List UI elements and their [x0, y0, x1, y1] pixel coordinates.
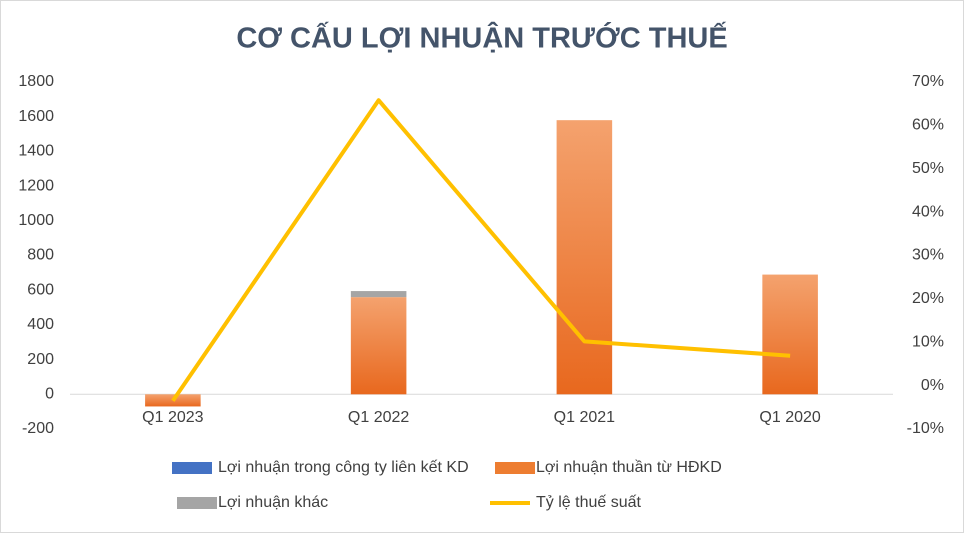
- x-tick-label: Q1 2023: [142, 409, 203, 426]
- y-tick-label: -200: [22, 420, 54, 437]
- bar: [350, 297, 407, 395]
- y-tick-label: 200: [27, 351, 54, 368]
- y-tick-label: 1400: [18, 143, 54, 160]
- y-tick-label: 1800: [18, 73, 54, 90]
- chart-title: CƠ CẤU LỢI NHUẬN TRƯỚC THUẾ: [236, 21, 727, 55]
- y2-tick-label: -10%: [907, 420, 944, 437]
- legend-label: Tỷ lệ thuế suất: [536, 494, 642, 511]
- y-tick-label: 600: [27, 281, 54, 298]
- y-tick-label: 400: [27, 316, 54, 333]
- y-tick-label: 0: [45, 386, 54, 403]
- x-tick-label: Q1 2020: [759, 409, 820, 426]
- legend-label: Lợi nhuận trong công ty liên kết KD: [218, 459, 469, 476]
- y2-tick-label: 70%: [912, 73, 944, 90]
- legend-label: Lợi nhuận thuần từ HĐKD: [536, 459, 722, 476]
- y-tick-label: 1200: [18, 177, 54, 194]
- y2-tick-label: 40%: [912, 203, 944, 220]
- bar: [350, 291, 407, 298]
- y2-tick-label: 60%: [912, 117, 944, 134]
- y2-tick-label: 10%: [912, 333, 944, 350]
- line: [171, 98, 791, 402]
- y-tick-label: 1600: [18, 108, 54, 125]
- legend-swatch: [495, 462, 535, 474]
- y2-tick-label: 0%: [921, 377, 944, 394]
- legend-swatch: [172, 462, 212, 474]
- y2-tick-label: 20%: [912, 290, 944, 307]
- y-tick-label: 1000: [18, 212, 54, 229]
- bar: [556, 120, 613, 395]
- y-tick-label: 800: [27, 247, 54, 264]
- y2-tick-label: 30%: [912, 247, 944, 264]
- legend-swatch: [177, 497, 217, 509]
- legend-label: Lợi nhuận khác: [218, 494, 328, 511]
- x-tick-label: Q1 2022: [348, 409, 409, 426]
- x-tick-label: Q1 2021: [554, 409, 615, 426]
- bar: [762, 274, 818, 395]
- y2-tick-label: 50%: [912, 160, 944, 177]
